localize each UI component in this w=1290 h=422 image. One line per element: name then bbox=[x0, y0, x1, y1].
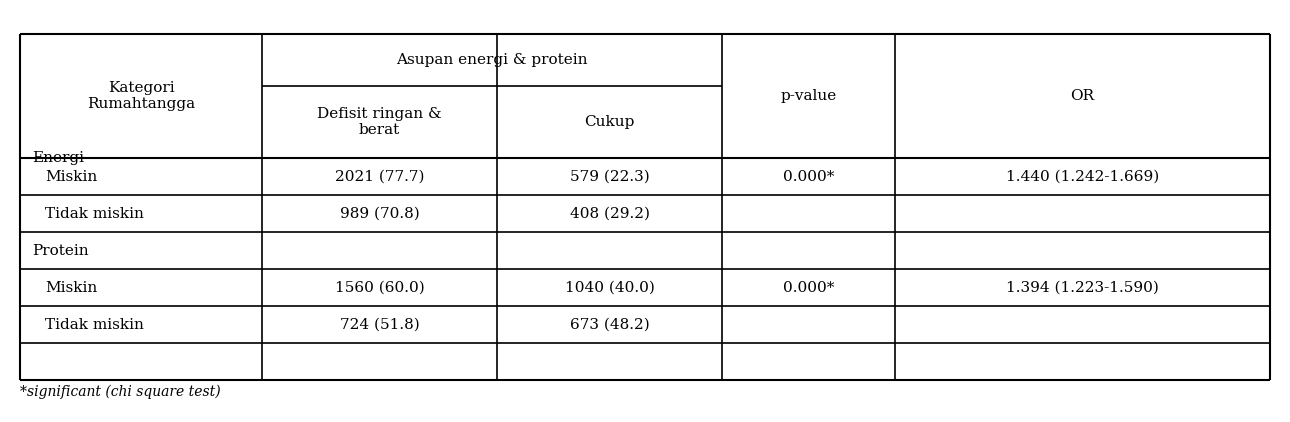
Text: 0.000*: 0.000* bbox=[783, 281, 835, 295]
Text: Asupan energi & protein: Asupan energi & protein bbox=[396, 53, 588, 67]
Text: 989 (70.8): 989 (70.8) bbox=[339, 206, 419, 221]
Text: 724 (51.8): 724 (51.8) bbox=[339, 317, 419, 332]
Text: 2021 (77.7): 2021 (77.7) bbox=[334, 170, 424, 184]
Text: p-value: p-value bbox=[780, 89, 837, 103]
Text: *significant (chi square test): *significant (chi square test) bbox=[21, 385, 221, 399]
Text: Protein: Protein bbox=[32, 243, 89, 257]
Text: Defisit ringan &
berat: Defisit ringan & berat bbox=[317, 107, 441, 137]
Text: Tidak miskin: Tidak miskin bbox=[45, 206, 144, 221]
Text: Miskin: Miskin bbox=[45, 170, 97, 184]
Text: 0.000*: 0.000* bbox=[783, 170, 835, 184]
Text: 673 (48.2): 673 (48.2) bbox=[570, 317, 649, 332]
Text: 1560 (60.0): 1560 (60.0) bbox=[334, 281, 424, 295]
Text: 1.394 (1.223-1.590): 1.394 (1.223-1.590) bbox=[1006, 281, 1158, 295]
Text: OR: OR bbox=[1071, 89, 1094, 103]
Text: Cukup: Cukup bbox=[584, 115, 635, 129]
Text: Tidak miskin: Tidak miskin bbox=[45, 317, 144, 332]
Text: 1.440 (1.242-1.669): 1.440 (1.242-1.669) bbox=[1006, 170, 1160, 184]
Text: Kategori
Rumahtangga: Kategori Rumahtangga bbox=[86, 81, 195, 111]
Text: 1040 (40.0): 1040 (40.0) bbox=[565, 281, 654, 295]
Text: 579 (22.3): 579 (22.3) bbox=[570, 170, 649, 184]
Text: Energi: Energi bbox=[32, 151, 84, 165]
Text: Miskin: Miskin bbox=[45, 281, 97, 295]
Text: 408 (29.2): 408 (29.2) bbox=[569, 206, 649, 221]
